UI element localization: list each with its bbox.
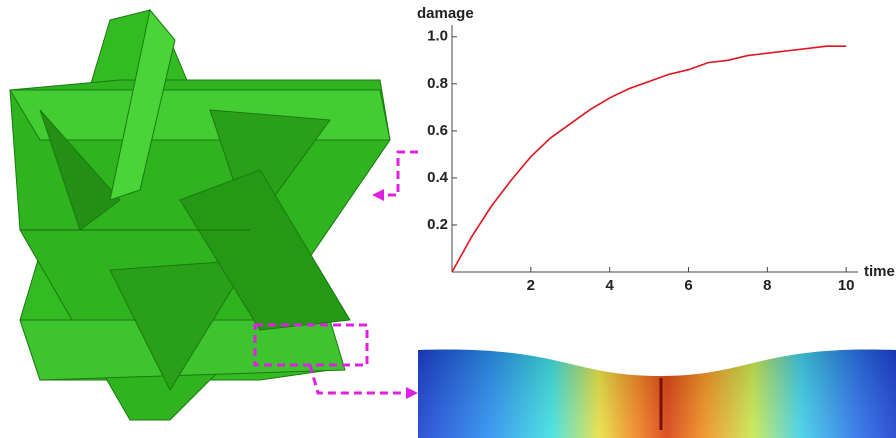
x-tick-label: 2: [527, 277, 535, 294]
data-line: [452, 46, 846, 272]
x-tick-label: 4: [605, 277, 614, 294]
y-tick-label: 1.0: [427, 28, 448, 45]
x-tick-label: 8: [763, 277, 771, 294]
lattice-illustration: [10, 10, 390, 420]
chart: damage time 0.2 0.4 0.6 0.8 1.0 2 4 6 8 10: [417, 5, 895, 294]
page: {"chart_data": {"type": "line", "x_label…: [0, 0, 896, 438]
y-tick-label: 0.6: [427, 122, 448, 139]
arrow-head: [406, 387, 418, 399]
heat-map: [418, 349, 896, 438]
x-tick-label: 6: [684, 277, 692, 294]
x-axis-label: time: [864, 263, 895, 280]
x-tick-label: 10: [838, 277, 855, 294]
y-axis-label: damage: [417, 5, 474, 22]
figure: damage time 0.2 0.4 0.6 0.8 1.0 2 4 6 8 10: [0, 0, 896, 438]
y-tick-label: 0.8: [427, 75, 448, 92]
arrow-head: [372, 189, 384, 201]
y-tick-label: 0.2: [427, 216, 448, 233]
y-tick-label: 0.4: [427, 169, 449, 186]
